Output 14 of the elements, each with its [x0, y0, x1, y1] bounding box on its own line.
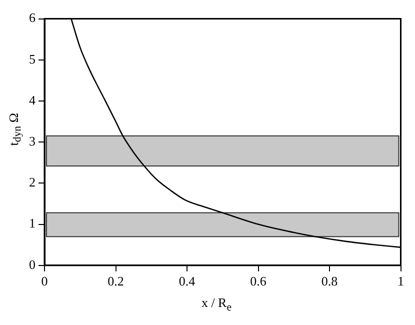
- y-tick-label: 5: [29, 51, 36, 66]
- y-tick-label: 1: [29, 216, 36, 231]
- x-tick-label: 0.4: [178, 274, 196, 289]
- y-tick-label: 3: [29, 134, 36, 149]
- y-tick-label: 6: [29, 10, 36, 26]
- y-tick-label: 4: [29, 92, 36, 108]
- y-tick-label: 0: [29, 256, 36, 272]
- x-axis-title: x / R$_{e}$: [200, 295, 233, 314]
- y-tick-label: 2: [29, 174, 36, 190]
- x-tick-label: 0.8: [321, 274, 338, 289]
- x-tick-label: 0: [41, 274, 48, 289]
- x-tick-label: 1: [398, 274, 404, 289]
- x-tick-label: 0.2: [108, 274, 124, 289]
- x-tick-label: 0.6: [250, 274, 267, 289]
